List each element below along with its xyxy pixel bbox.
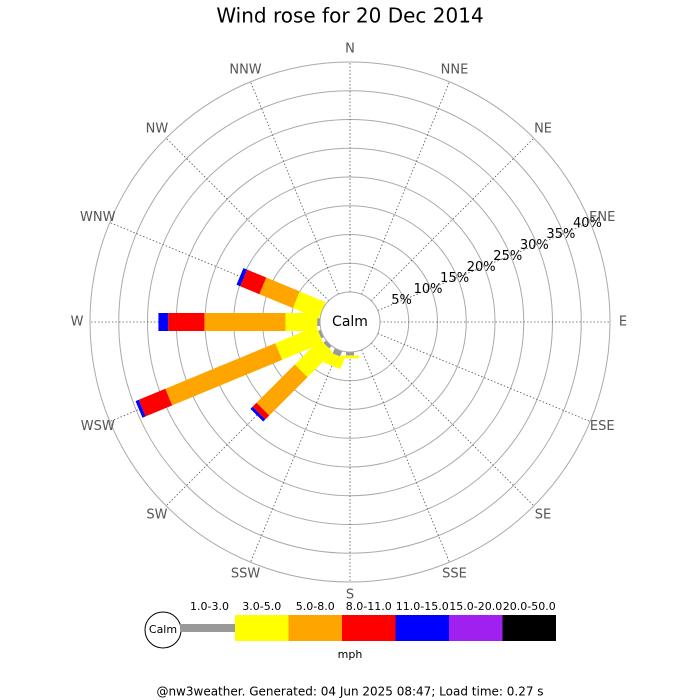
grid: 5%10%15%20%25%30%35%40%NNNENEENEEESESESS… (71, 42, 628, 603)
r-tick-label: 35% (546, 227, 575, 242)
direction-bars (341, 352, 359, 359)
bar-segment (275, 326, 324, 360)
direction-label: ESE (590, 419, 615, 434)
r-tick-label: 20% (467, 260, 496, 275)
bar-segment (135, 399, 146, 418)
direction-label: E (619, 315, 627, 330)
direction-label: S (346, 588, 354, 603)
grid-ring (89, 61, 611, 583)
footer: @nw3weather. Generated: 04 Jun 2025 08:4… (156, 685, 543, 699)
bar-segment (323, 340, 332, 349)
r-tick-label: 15% (440, 271, 469, 286)
legend-calm-label: Calm (149, 623, 177, 636)
bar-segment (318, 329, 324, 339)
bar-segment (292, 291, 326, 319)
bar-segment (294, 339, 333, 378)
bar-segment (259, 277, 300, 309)
legend-label: 11.0-15.0 (396, 600, 449, 613)
direction-bars (236, 268, 326, 319)
direction-label: NE (534, 121, 552, 136)
bar-segment (252, 402, 270, 420)
chart-title: Wind rose for 20 Dec 2014 (216, 4, 483, 28)
direction-label: W (71, 315, 84, 330)
bar-segment (158, 313, 169, 331)
legend-swatch (342, 615, 396, 641)
bar-segment (138, 388, 173, 417)
bars (135, 268, 359, 422)
r-tick-label: 40% (573, 216, 602, 231)
direction-label: SSE (442, 567, 467, 582)
direction-bars (250, 339, 333, 422)
legend-swatch (288, 615, 342, 641)
direction-label: N (345, 42, 355, 57)
legend-swatch (235, 615, 289, 641)
bar-segment (240, 269, 267, 295)
direction-bars (158, 313, 320, 331)
direction-label: NNE (441, 62, 469, 77)
bar-segment (168, 313, 205, 331)
direction-label: NW (146, 121, 169, 136)
direction-bars (135, 326, 324, 418)
bar-segment (165, 343, 283, 406)
direction-label: WNW (80, 210, 116, 225)
direction-label: NNW (229, 62, 261, 77)
bar-segment (256, 364, 308, 416)
legend-swatch (449, 615, 503, 641)
legend-label: 15.0-20.0 (449, 600, 502, 613)
legend-swatch (395, 615, 449, 641)
calm-label: Calm (332, 314, 368, 330)
legend-label: 1.0-3.0 (190, 600, 229, 613)
direction-label: SE (535, 508, 551, 523)
legend-label: 20.0-50.0 (503, 600, 556, 613)
bar-segment (250, 406, 266, 422)
direction-label: WSW (81, 419, 115, 434)
direction-label: SSW (231, 567, 261, 582)
grid-ring (118, 90, 582, 554)
bar-segment (204, 313, 286, 331)
legend-label: 8.0-11.0 (346, 600, 392, 613)
legend: Calm mph 1.0-3.0 3.0-5.0 5.0-8.0 8.0-11.0 11… (144, 600, 556, 661)
calm-circle (319, 291, 381, 353)
bar-segment (285, 313, 318, 331)
direction-label: ENE (589, 210, 615, 225)
direction-label: SW (146, 508, 167, 523)
bar-segment (317, 318, 320, 326)
legend-label: 5.0-8.0 (296, 600, 335, 613)
legend-swatch (502, 615, 556, 641)
legend-unit: mph (338, 648, 363, 661)
bar-segment (323, 351, 345, 370)
bar-segment (236, 268, 248, 287)
legend-label: 3.0-5.0 (242, 600, 281, 613)
bar-segment (341, 355, 359, 359)
legend-swatch (180, 624, 235, 632)
r-tick-label: 10% (414, 282, 443, 297)
bar-segment (346, 352, 354, 356)
